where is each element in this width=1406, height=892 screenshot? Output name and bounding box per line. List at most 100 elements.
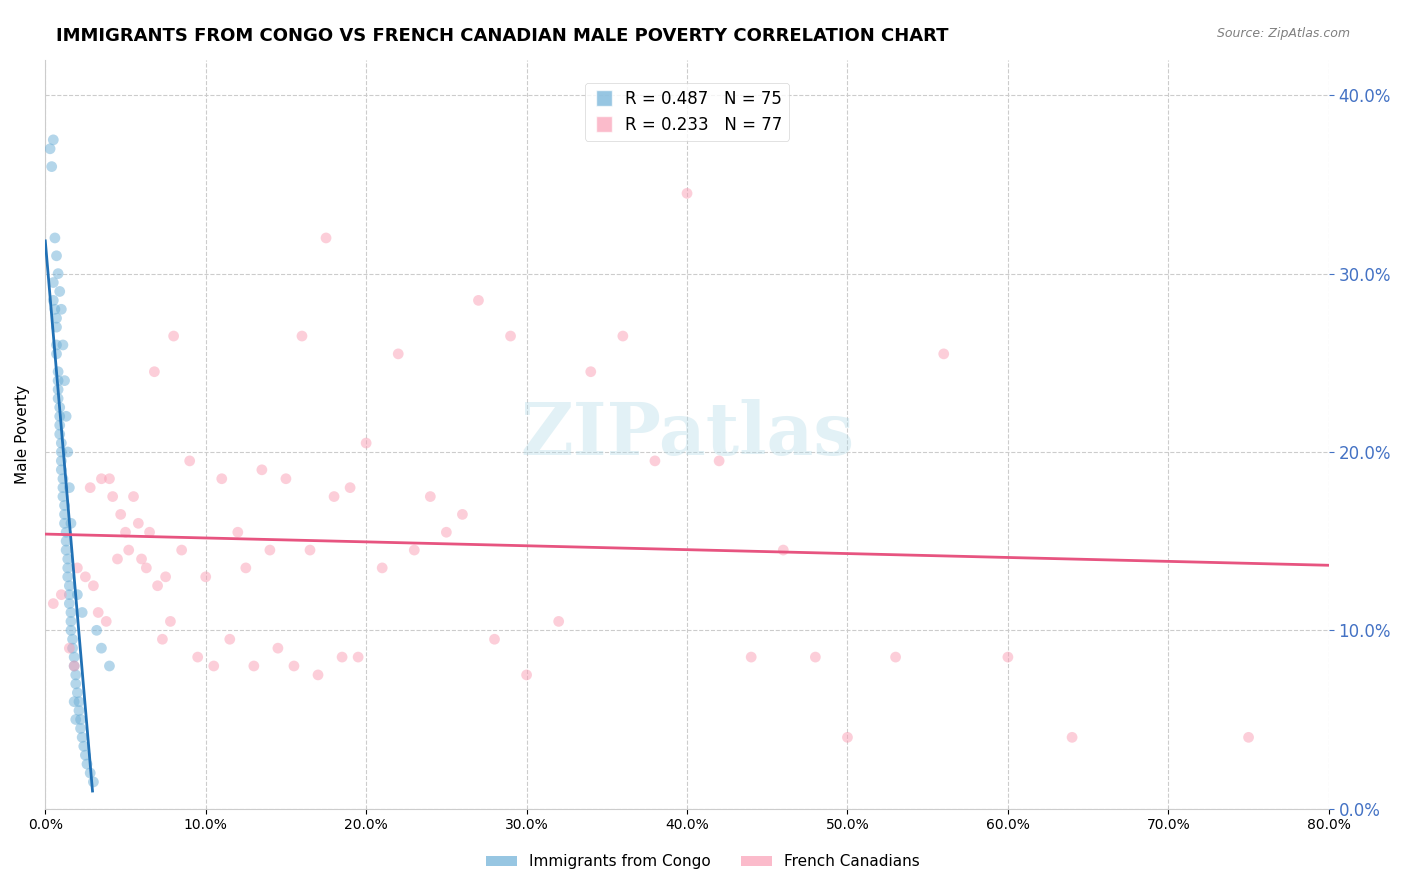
Point: [740, 650, 762, 665]
Point: [484, 632, 506, 647]
Legend: Immigrants from Congo, French Canadians: Immigrants from Congo, French Canadians: [479, 848, 927, 875]
Point: [707, 454, 730, 468]
Point: [79, 766, 101, 780]
Point: [69, 713, 91, 727]
Point: [66, 561, 89, 575]
Point: [997, 650, 1019, 665]
Point: [267, 641, 290, 656]
Point: [69, 722, 91, 736]
Point: [114, 525, 136, 540]
Point: [56, 561, 79, 575]
Point: [1237, 731, 1260, 745]
Point: [53, 499, 76, 513]
Point: [772, 543, 794, 558]
Point: [58, 579, 80, 593]
Point: [42, 597, 65, 611]
Point: [354, 436, 377, 450]
Point: [52, 338, 75, 352]
Point: [259, 543, 281, 558]
Point: [90, 641, 112, 656]
Point: [42, 133, 65, 147]
Point: [62, 632, 84, 647]
Point: [46, 267, 69, 281]
Point: [226, 525, 249, 540]
Point: [118, 543, 141, 558]
Point: [63, 650, 86, 665]
Point: [63, 659, 86, 673]
Point: [53, 374, 76, 388]
Point: [315, 231, 337, 245]
Point: [434, 525, 457, 540]
Point: [371, 561, 394, 575]
Point: [59, 606, 82, 620]
Point: [39, 142, 62, 156]
Point: [90, 472, 112, 486]
Point: [86, 624, 108, 638]
Point: [45, 338, 67, 352]
Point: [75, 748, 97, 763]
Point: [58, 481, 80, 495]
Point: [59, 624, 82, 638]
Point: [884, 650, 907, 665]
Point: [48, 285, 70, 299]
Point: [46, 374, 69, 388]
Point: [45, 320, 67, 334]
Point: [307, 668, 329, 682]
Point: [58, 641, 80, 656]
Legend: R = 0.487   N = 75, R = 0.233   N = 77: R = 0.487 N = 75, R = 0.233 N = 77: [585, 83, 789, 141]
Point: [56, 552, 79, 566]
Point: [146, 579, 169, 593]
Text: ZIPatlas: ZIPatlas: [520, 399, 853, 470]
Point: [51, 436, 73, 450]
Point: [70, 731, 93, 745]
Point: [67, 704, 90, 718]
Point: [235, 561, 257, 575]
Point: [51, 302, 73, 317]
Point: [53, 508, 76, 522]
Point: [516, 668, 538, 682]
Point: [451, 508, 474, 522]
Point: [804, 650, 827, 665]
Point: [76, 757, 98, 772]
Point: [56, 570, 79, 584]
Point: [127, 516, 149, 531]
Point: [98, 659, 121, 673]
Point: [274, 472, 297, 486]
Point: [65, 713, 87, 727]
Point: [52, 490, 75, 504]
Point: [44, 231, 66, 245]
Point: [46, 365, 69, 379]
Point: [131, 552, 153, 566]
Point: [162, 329, 184, 343]
Point: [101, 490, 124, 504]
Point: [339, 481, 361, 495]
Point: [547, 615, 569, 629]
Point: [387, 347, 409, 361]
Point: [499, 329, 522, 343]
Point: [59, 516, 82, 531]
Point: [58, 588, 80, 602]
Point: [52, 472, 75, 486]
Point: [96, 615, 118, 629]
Point: [155, 570, 177, 584]
Point: [159, 615, 181, 629]
Point: [107, 552, 129, 566]
Point: [66, 588, 89, 602]
Point: [143, 365, 166, 379]
Point: [48, 409, 70, 424]
Point: [65, 668, 87, 682]
Point: [45, 347, 67, 361]
Point: [211, 472, 233, 486]
Point: [419, 490, 441, 504]
Point: [42, 293, 65, 308]
Point: [63, 695, 86, 709]
Point: [152, 632, 174, 647]
Point: [46, 383, 69, 397]
Point: [837, 731, 859, 745]
Point: [110, 508, 132, 522]
Point: [676, 186, 699, 201]
Point: [52, 481, 75, 495]
Text: IMMIGRANTS FROM CONGO VS FRENCH CANADIAN MALE POVERTY CORRELATION CHART: IMMIGRANTS FROM CONGO VS FRENCH CANADIAN…: [56, 27, 949, 45]
Point: [48, 401, 70, 415]
Point: [55, 409, 77, 424]
